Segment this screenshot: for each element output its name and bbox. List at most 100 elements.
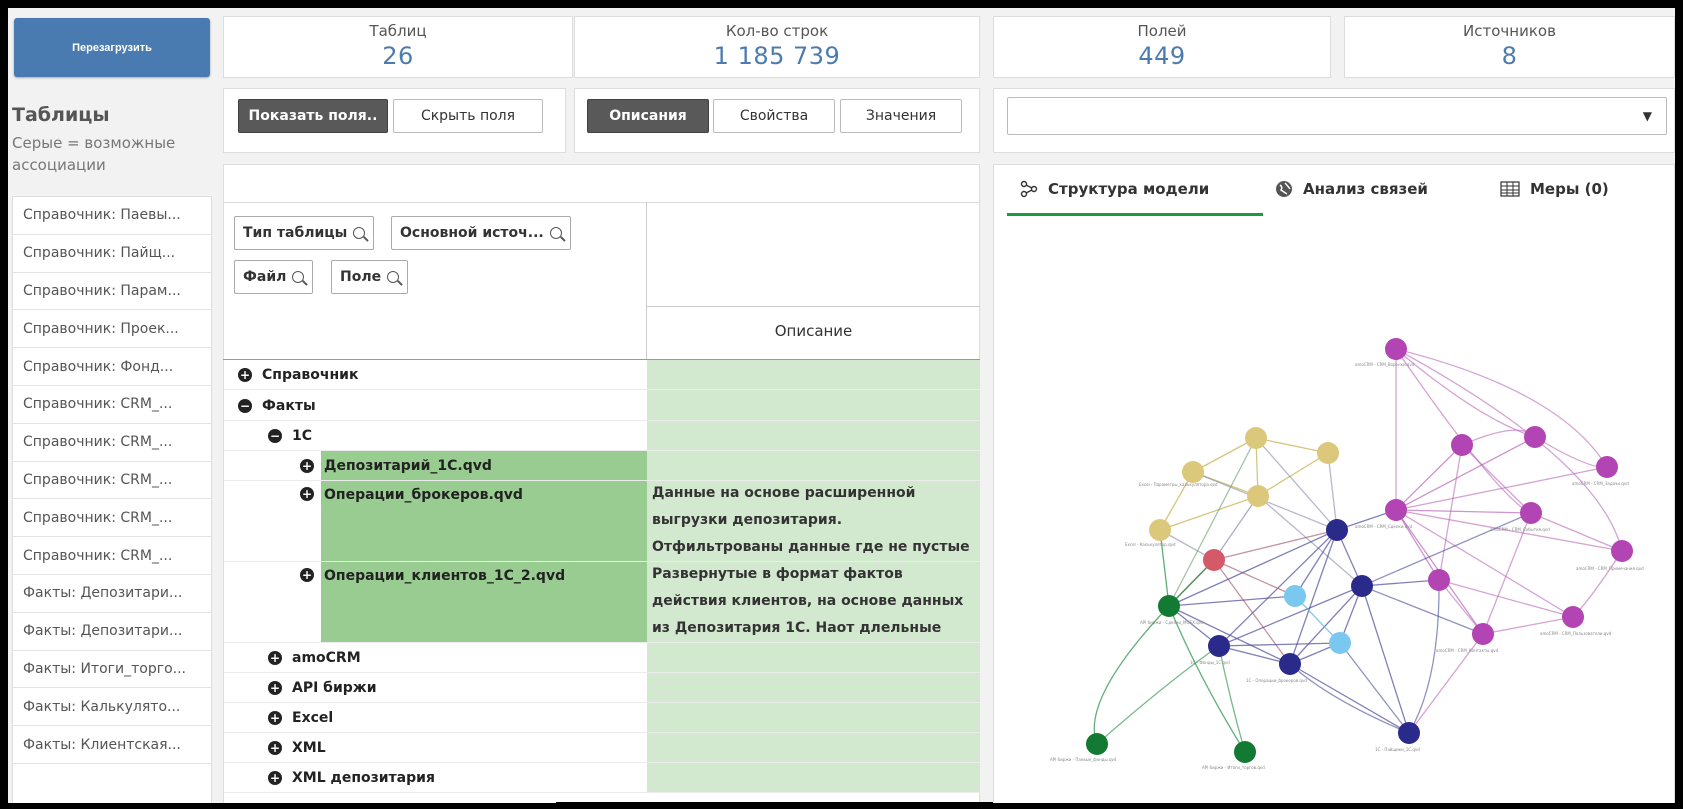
node-label: 1C - Пайщики_1C.qvd <box>1375 747 1420 752</box>
values-button[interactable]: Значения <box>840 99 962 133</box>
expand-icon[interactable]: + <box>238 367 252 382</box>
tree-row[interactable]: + XML <box>224 733 980 763</box>
show-fields-button[interactable]: Показать поля.. <box>238 99 388 133</box>
search-icon <box>292 271 305 283</box>
node-label: API биржи - Итоги_торгов.qvd <box>1202 765 1265 770</box>
globe-icon <box>1276 181 1292 197</box>
node-label: amoCRM - CRM_События.qvd <box>1490 527 1550 532</box>
search-icon <box>549 227 562 239</box>
table-select-dropdown[interactable]: ▼ <box>1007 97 1667 135</box>
filter-field[interactable]: Поле <box>331 260 409 294</box>
tables-subtitle: Серые = возможные ассоциации <box>12 134 176 174</box>
list-item[interactable]: Справочник: CRM_... <box>13 537 211 575</box>
tables-title: Таблицы <box>12 104 110 126</box>
description-column <box>647 360 980 643</box>
tree-row[interactable]: + Excel <box>224 703 980 733</box>
model-structure-graph[interactable]: amoCRM - CRM_Воронки.qvd Excel - Парамет… <box>993 220 1675 809</box>
divider <box>223 359 980 360</box>
list-item[interactable]: Справочник: Парам... <box>13 273 211 311</box>
hide-fields-button[interactable]: Скрыть поля <box>393 99 543 133</box>
collapse-icon[interactable]: − <box>238 398 252 413</box>
filter-label: Файл <box>243 269 287 285</box>
list-item[interactable]: Факты: Калькулято... <box>13 688 211 727</box>
tree-row[interactable]: + Операции_клиентов_1C_2.qvd <box>224 562 980 643</box>
kpi-label: Источников <box>1463 22 1556 40</box>
expand-icon[interactable]: + <box>300 458 314 473</box>
list-item[interactable]: Факты: Клиентская... <box>13 726 211 764</box>
row-highlight <box>321 451 647 481</box>
tree-row[interactable]: + Операции_брокеров.qvd <box>224 481 980 562</box>
kpi-sources: Источников 8 <box>1344 16 1675 78</box>
reload-button[interactable]: Перезагрузить <box>14 18 210 77</box>
tab-label: Меры (0) <box>1530 180 1609 198</box>
filter-label: Основной источ... <box>400 225 544 241</box>
kpi-value: 26 <box>382 42 414 70</box>
expand-icon[interactable]: + <box>268 770 282 785</box>
graph-nodes[interactable] <box>1086 338 1633 763</box>
node-label: amoCRM - CRM_Контакты.qvd <box>1436 648 1499 653</box>
kpi-fields: Полей 449 <box>993 16 1331 78</box>
active-tab-underline <box>1007 213 1263 216</box>
kpi-rows: Кол-во строк 1 185 739 <box>574 16 980 78</box>
list-item[interactable]: Справочник: CRM_... <box>13 462 211 500</box>
collapse-icon[interactable]: − <box>268 428 282 443</box>
tree-row-label: Факты <box>262 397 316 414</box>
chevron-down-icon: ▼ <box>1642 109 1652 123</box>
tree-row-label: XML депозитария <box>292 769 435 786</box>
row-highlight <box>321 481 647 562</box>
tree-row-label: Депозитарий_1C.qvd <box>324 457 492 474</box>
expand-icon[interactable]: + <box>268 710 282 725</box>
divider <box>646 306 980 307</box>
tree-row[interactable]: − Факты <box>224 391 980 421</box>
tree-row[interactable]: + amoCRM <box>224 643 980 673</box>
expand-icon[interactable]: + <box>268 650 282 665</box>
node-label: amoCRM - CRM_Примечания.qvd <box>1576 566 1644 571</box>
tab-measures[interactable]: Меры (0) <box>1500 180 1609 198</box>
list-item[interactable]: Справочник: Фонд... <box>13 348 211 386</box>
properties-button[interactable]: Свойства <box>713 99 835 133</box>
description-header: Описание <box>774 322 853 340</box>
tree-row-label: Excel <box>292 709 334 726</box>
kpi-value: 449 <box>1138 42 1186 70</box>
expand-icon[interactable]: + <box>300 568 314 582</box>
descriptions-button[interactable]: Описания <box>587 99 709 133</box>
filter-main-source[interactable]: Основной источ... <box>391 216 571 250</box>
list-item[interactable]: Справочник: Пайщ... <box>13 235 211 273</box>
kpi-label: Полей <box>1137 22 1187 40</box>
list-item[interactable]: Справочник: Проек... <box>13 310 211 349</box>
filter-table-type[interactable]: Тип таблицы <box>234 216 375 250</box>
tree-row[interactable]: + Депозитарий_1C.qvd <box>224 451 980 481</box>
expand-icon[interactable]: + <box>300 487 314 501</box>
tab-structure[interactable]: Структура модели <box>1020 180 1209 198</box>
tree-row-label: Операции_брокеров.qvd <box>324 487 523 503</box>
list-item[interactable]: Справочник: CRM_... <box>13 386 211 424</box>
tree-row[interactable]: + Справочник <box>224 360 980 390</box>
tree-row[interactable]: + XML депозитария <box>224 763 980 793</box>
tree-row-label: 1C <box>292 427 313 444</box>
node-label: amoCRM - CRM_Воронки.qvd <box>1355 362 1415 367</box>
list-item[interactable]: Факты: Итоги_торго... <box>13 651 211 689</box>
expand-icon[interactable]: + <box>268 680 282 695</box>
table-icon <box>1500 181 1520 197</box>
tree-row-label: XML <box>292 739 326 756</box>
tree-row[interactable]: −1C <box>224 421 980 451</box>
list-item[interactable]: Справочник: CRM_... <box>13 499 211 538</box>
tree-row-label: amoCRM <box>292 649 361 666</box>
row-highlight <box>321 562 647 643</box>
list-item[interactable]: Справочник: Паевы... <box>13 197 211 235</box>
search-icon <box>353 227 366 239</box>
tree-row[interactable]: + API биржи <box>224 673 980 703</box>
filter-label: Тип таблицы <box>243 225 348 241</box>
list-item[interactable]: Факты: Депозитари... <box>13 613 211 651</box>
tab-link-analysis[interactable]: Анализ связей <box>1275 180 1428 198</box>
expand-icon[interactable]: + <box>268 740 282 755</box>
node-label: Excel - Параметры_калькулятора.qvd <box>1139 482 1218 487</box>
list-item[interactable]: Факты: Депозитари... <box>13 575 211 613</box>
tree-row-label: Справочник <box>262 366 359 383</box>
filter-label: Поле <box>340 269 382 285</box>
list-item[interactable]: Справочник: CRM_... <box>13 424 211 462</box>
node-label: amoCRM - CRM_Пользователи.qvd <box>1540 631 1612 636</box>
divider <box>646 202 647 360</box>
filter-file[interactable]: Файл <box>234 260 314 294</box>
kpi-tables: Таблиц 26 <box>223 16 573 78</box>
